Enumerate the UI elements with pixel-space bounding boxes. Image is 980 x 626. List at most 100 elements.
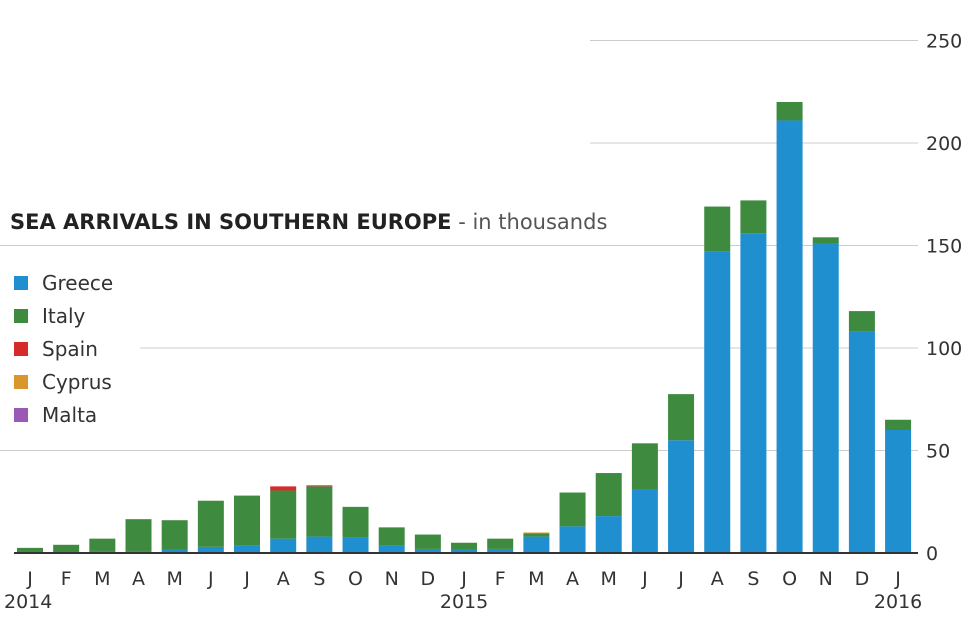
x-tick-label: A	[566, 568, 579, 590]
bar-greece	[487, 548, 514, 553]
bar-italy	[197, 500, 224, 547]
x-tick-label: J	[894, 568, 901, 590]
y-tick-label: 50	[926, 441, 950, 463]
legend-item: Greece	[14, 266, 113, 299]
legend-swatch	[14, 275, 28, 290]
y-tick-label: 100	[926, 338, 962, 360]
bar-italy	[740, 200, 767, 234]
subtitle-text: - in thousands	[458, 210, 608, 234]
bar-greece	[740, 233, 767, 553]
bar-greece	[848, 331, 875, 553]
x-tick-label: A	[711, 568, 724, 590]
x-tick-label: S	[747, 568, 759, 590]
bar-greece	[631, 489, 658, 553]
bar-greece	[812, 243, 839, 553]
legend-label: Spain	[42, 336, 98, 361]
bar-greece	[559, 526, 586, 553]
bar-italy	[559, 492, 586, 527]
bar-greece	[414, 548, 441, 553]
bar-italy	[704, 206, 731, 252]
x-tick-label: S	[313, 568, 325, 590]
bar-greece	[161, 549, 188, 553]
bar-italy	[631, 443, 658, 490]
y-tick-label: 0	[926, 543, 938, 565]
legend-label: Malta	[42, 402, 98, 427]
x-tick-label: O	[782, 568, 797, 590]
bar-greece	[234, 545, 261, 553]
bar-italy	[161, 520, 188, 550]
bar-italy	[523, 533, 550, 537]
bar-greece	[342, 537, 369, 553]
legend-label: Greece	[42, 270, 114, 295]
legend-item: Malta	[14, 398, 113, 431]
bar-greece	[451, 549, 478, 553]
bar-italy	[487, 538, 514, 549]
x-tick-label: A	[277, 568, 290, 590]
x-tick-label: N	[385, 568, 399, 590]
bar-greece	[378, 545, 405, 553]
legend-swatch	[14, 308, 28, 323]
legend-item: Italy	[14, 299, 113, 332]
bar-italy	[848, 311, 875, 332]
x-tick-label: J	[243, 568, 250, 590]
bar-spain	[270, 486, 297, 491]
bar-greece	[125, 550, 152, 553]
x-tick-label: J	[207, 568, 214, 590]
x-tick-label: A	[132, 568, 145, 590]
chart-title: SEA ARRIVALS IN SOUTHERN EUROPE - in tho…	[10, 210, 614, 234]
x-tick-label: M	[166, 568, 182, 590]
bar-italy	[595, 473, 622, 517]
legend-item: Cyprus	[14, 365, 113, 398]
bar-italy	[776, 102, 803, 121]
bar-italy	[125, 519, 152, 551]
bar-italy	[451, 542, 478, 550]
x-tick-label: F	[61, 568, 72, 590]
bar-spain	[306, 485, 333, 487]
bar-italy	[668, 394, 695, 441]
x-tick-label: M	[528, 568, 544, 590]
bar-italy	[306, 486, 333, 537]
x-tick-label: N	[819, 568, 833, 590]
legend-label: Italy	[42, 303, 86, 328]
x-tick-label: F	[495, 568, 506, 590]
bar-greece	[668, 440, 695, 553]
bar-italy	[342, 506, 369, 538]
bar-greece	[89, 550, 116, 553]
bar-greece	[595, 516, 622, 553]
x-tick-label: D	[421, 568, 436, 590]
x-tick-label: M	[94, 568, 110, 590]
bar-greece	[704, 251, 731, 553]
bar-italy	[270, 490, 297, 539]
title-text: SEA ARRIVALS IN SOUTHERN EUROPE	[10, 210, 452, 234]
x-tick-label: J	[677, 568, 684, 590]
x-tick-label: O	[348, 568, 363, 590]
year-label: 2016	[874, 591, 922, 613]
bar-greece	[776, 120, 803, 553]
bar-italy	[234, 495, 261, 546]
legend-item: Spain	[14, 332, 113, 365]
bar-italy	[812, 237, 839, 244]
x-tick-label: D	[855, 568, 870, 590]
bar-italy	[17, 547, 43, 552]
bar-greece	[197, 546, 224, 553]
bar-greece	[306, 536, 333, 553]
year-label: 2014	[4, 591, 52, 613]
x-tick-label: J	[641, 568, 648, 590]
legend-swatch	[14, 374, 28, 389]
x-tick-label: J	[26, 568, 33, 590]
bar-greece	[270, 538, 297, 553]
bar-italy	[53, 544, 80, 552]
y-tick-label: 200	[926, 133, 962, 155]
bar-greece	[523, 536, 550, 553]
bar-italy	[885, 419, 912, 430]
legend-swatch	[14, 407, 28, 422]
bar-italy	[89, 538, 116, 551]
bar-italy	[378, 527, 405, 546]
bar-cyprus	[523, 532, 550, 534]
year-label: 2015	[440, 591, 488, 613]
x-tick-label: J	[460, 568, 467, 590]
x-tick-label: M	[601, 568, 617, 590]
bar-greece	[885, 430, 912, 553]
